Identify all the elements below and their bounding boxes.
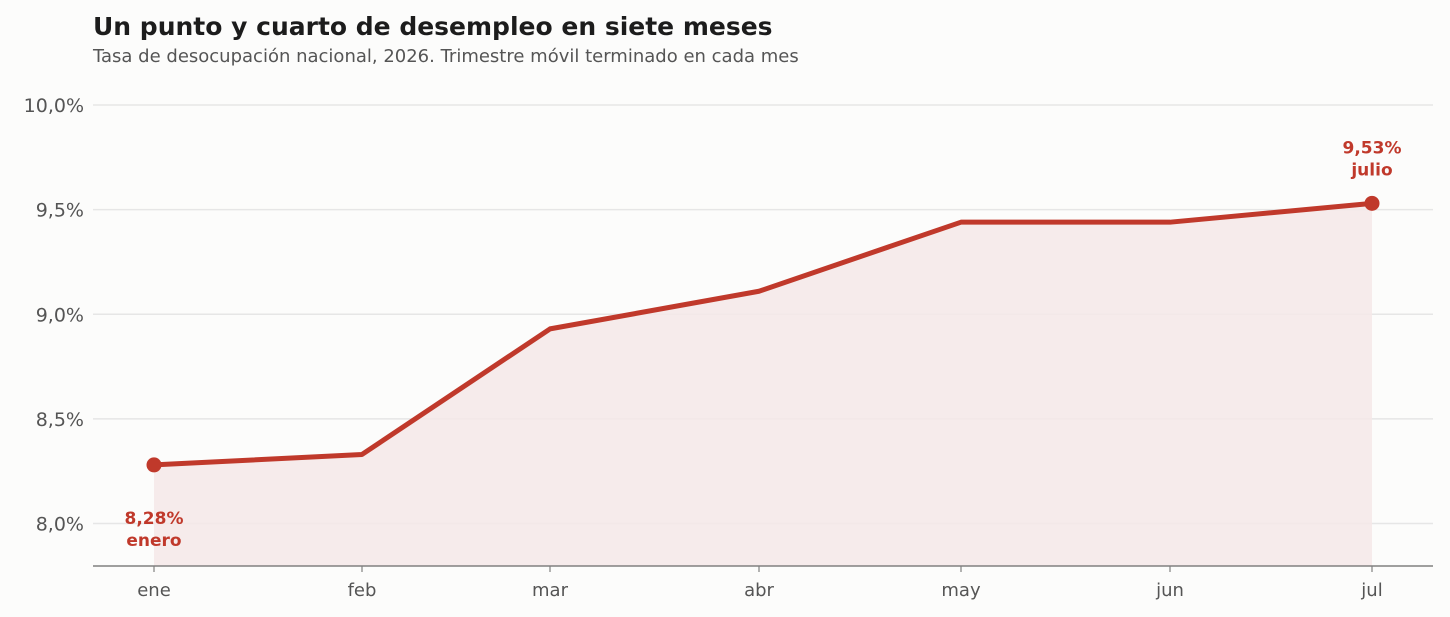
- annotation-value: 9,53%: [1343, 138, 1402, 158]
- annotation-month: enero: [126, 531, 181, 551]
- x-tick-label: feb: [348, 580, 377, 601]
- y-tick-label: 10,0%: [24, 95, 84, 117]
- x-tick-label: ene: [137, 580, 171, 601]
- x-tick-label: mar: [532, 580, 569, 601]
- y-tick-label: 9,5%: [36, 200, 84, 222]
- x-tick-label: jul: [1360, 580, 1382, 601]
- endpoint-marker: [146, 457, 162, 473]
- y-tick-label: 9,0%: [36, 304, 84, 326]
- x-tick-label: may: [941, 580, 981, 601]
- annotation-month: julio: [1350, 160, 1392, 180]
- y-tick-label: 8,0%: [36, 514, 84, 536]
- annotation-value: 8,28%: [125, 509, 184, 529]
- x-tick-label: jun: [1155, 580, 1184, 601]
- series-line: [151, 200, 1375, 468]
- chart-title: Un punto y cuarto de desempleo en siete …: [93, 12, 773, 41]
- y-tick-label: 8,5%: [36, 409, 84, 431]
- endpoint-marker: [1364, 195, 1380, 211]
- chart-subtitle: Tasa de desocupación nacional, 2026. Tri…: [93, 46, 799, 67]
- series-area: [154, 203, 1372, 566]
- x-tick-label: abr: [744, 580, 774, 601]
